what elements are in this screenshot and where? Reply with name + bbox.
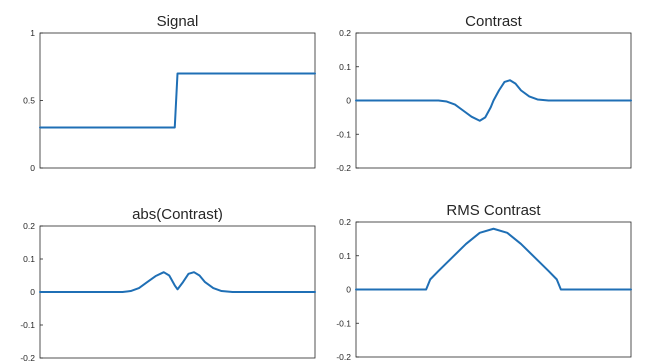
rms-contrast-ytick-label: -0.2 <box>336 352 351 362</box>
contrast-ytick-label: 0 <box>346 96 351 106</box>
abs-contrast-ytick-label: 0.2 <box>23 221 35 231</box>
contrast-ytick-label: 0.2 <box>339 28 351 38</box>
contrast-series-line <box>355 79 632 122</box>
abs-contrast-series-line <box>39 271 316 293</box>
contrast-panel: Contrast -0.2 -0.1 0 0.1 0.2 <box>336 13 632 173</box>
abs-contrast-title: abs(Contrast) <box>132 206 223 223</box>
signal-series-line <box>39 72 316 129</box>
contrast-ytick-label: 0.1 <box>339 62 351 72</box>
abs-contrast-ytick-label: -0.1 <box>20 320 35 330</box>
signal-panel: Signal 0 0.5 1 <box>23 13 316 173</box>
rms-contrast-ytick-label: 0 <box>346 285 351 295</box>
signal-title: Signal <box>157 13 199 30</box>
rms-contrast-series-line <box>355 227 632 291</box>
signal-ytick-label: 0.5 <box>23 96 35 106</box>
signal-ytick-label: 0 <box>30 163 35 173</box>
abs-contrast-ytick-label: 0.1 <box>23 254 35 264</box>
abs-contrast-ytick-label: -0.2 <box>20 353 35 363</box>
contrast-ytick-label: -0.1 <box>336 129 351 139</box>
rms-contrast-ytick-label: -0.1 <box>336 318 351 328</box>
contrast-ytick-label: -0.2 <box>336 163 351 173</box>
abs-contrast-ytick-label: 0 <box>30 287 35 297</box>
rms-contrast-ytick-label: 0.2 <box>339 217 351 227</box>
signal-axes-frame <box>39 32 316 169</box>
contrast-title: Contrast <box>465 13 523 30</box>
abs-contrast-panel: abs(Contrast) -0.2 -0.1 0 0.1 0.2 <box>20 206 316 363</box>
signal-ytick-label: 1 <box>30 28 35 38</box>
rms-contrast-title: RMS Contrast <box>446 202 541 219</box>
rms-contrast-ytick-label: 0.1 <box>339 251 351 261</box>
rms-contrast-panel: RMS Contrast -0.2 -0.1 0 0.1 0.2 <box>336 202 632 362</box>
